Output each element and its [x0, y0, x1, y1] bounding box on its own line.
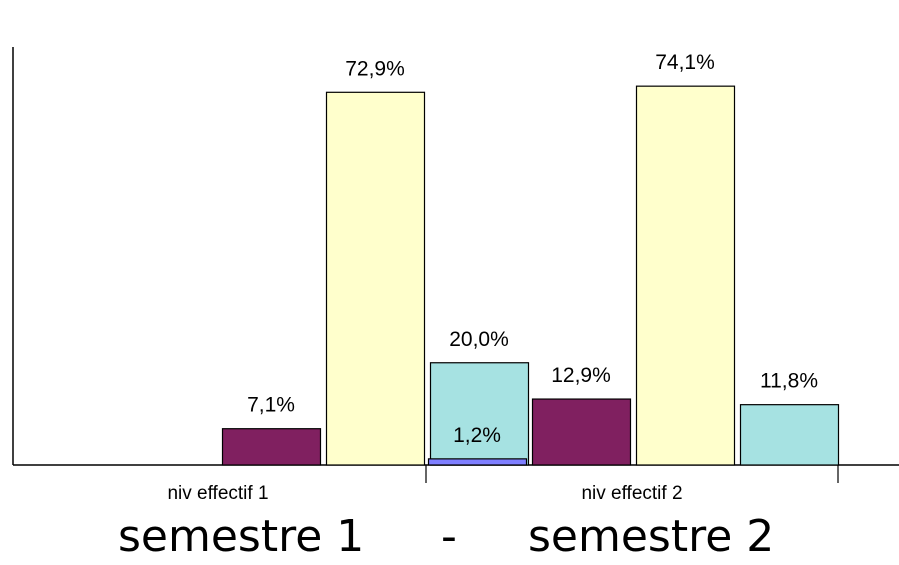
value-label-g1-s2: 7,1% — [247, 394, 295, 417]
value-label-g1-s3: 72,9% — [345, 57, 405, 80]
value-label-g2-s3: 74,1% — [655, 51, 715, 74]
caption-separator: - — [441, 511, 457, 562]
caption-semester-2: semestre 2 — [528, 511, 775, 562]
bar-g1-s3 — [325, 91, 426, 466]
chart-value-labels: 7,1% 72,9% 20,0% 1,2% 12,9% 74,1% 11,8% — [247, 51, 818, 447]
bar-g2-s1 — [427, 458, 528, 466]
value-label-g2-s4: 11,8% — [760, 370, 818, 393]
category-label-2: niv effectif 2 — [581, 483, 682, 504]
bar-g2-s3 — [635, 85, 736, 466]
value-label-g1-s4: 20,0% — [449, 328, 509, 351]
chart-category-labels: niv effectif 1 niv effectif 2 — [167, 483, 682, 504]
bar-g1-s4 — [429, 362, 530, 466]
category-label-1: niv effectif 1 — [167, 483, 268, 504]
value-label-g2-s1: 1,2% — [453, 424, 501, 447]
bar-g1-s2 — [221, 428, 322, 466]
chart-bars — [221, 85, 840, 466]
bar-g2-s2 — [531, 398, 632, 466]
caption-semester-1: semestre 1 — [118, 511, 365, 562]
semester-caption: semestre 1 - semestre 2 — [0, 512, 899, 562]
value-label-g2-s2: 12,9% — [551, 364, 611, 387]
bar-g2-s4 — [739, 404, 840, 466]
